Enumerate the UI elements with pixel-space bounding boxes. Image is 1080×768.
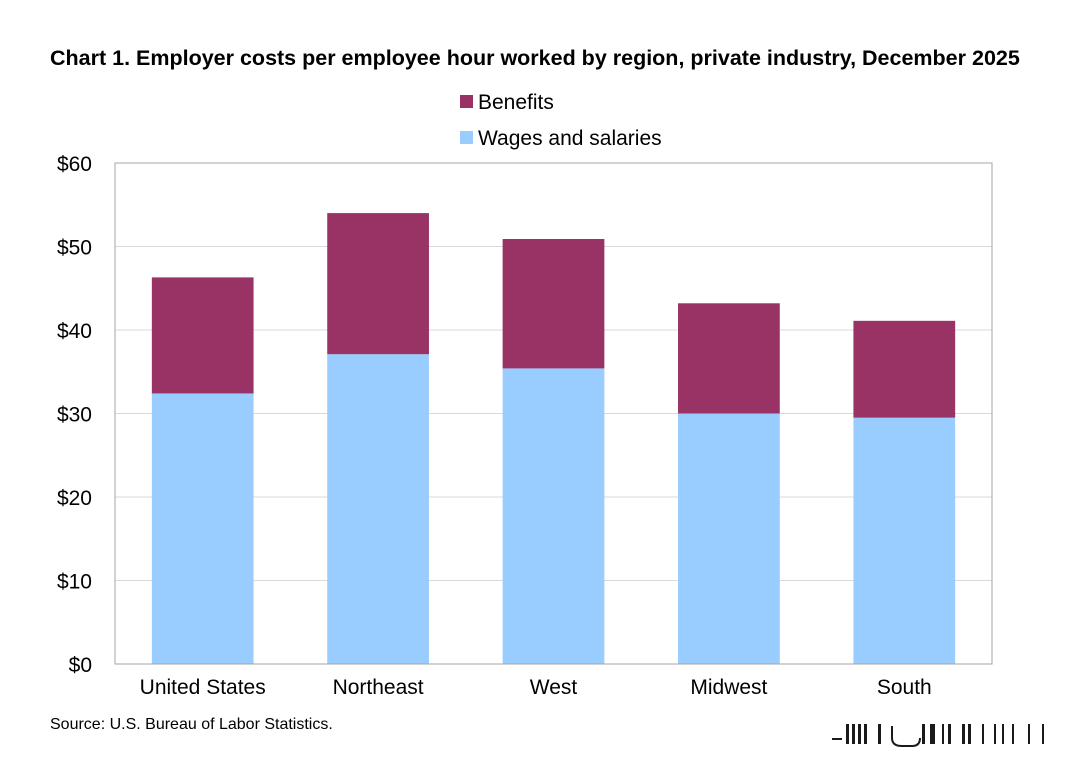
bar-benefits — [853, 320, 956, 418]
x-tick-label: Midwest — [690, 676, 767, 699]
x-tick-label: United States — [140, 676, 266, 699]
y-tick-label: $0 — [69, 654, 92, 677]
y-axis-ticks: $0 $10 $20 $30 $40 $50 $60 — [57, 153, 92, 677]
bars — [151, 213, 956, 664]
x-tick-label: Northeast — [333, 676, 424, 699]
bar-wages — [678, 413, 780, 664]
plot-frame — [114, 162, 993, 665]
bar-benefits — [502, 238, 605, 369]
bar-wages — [151, 393, 254, 664]
y-tick-label: $40 — [57, 320, 92, 343]
bar-wages — [853, 417, 956, 664]
x-tick-label: South — [877, 676, 932, 699]
bar-benefits — [678, 303, 780, 414]
chart-title: Chart 1. Employer costs per employee hou… — [50, 46, 1020, 70]
legend: Benefits Wages and salaries — [460, 91, 662, 150]
x-tick-label: West — [530, 676, 578, 699]
legend-swatch — [460, 95, 473, 108]
legend-swatch — [460, 131, 473, 144]
y-tick-label: $50 — [57, 237, 92, 260]
bar-benefits — [151, 277, 254, 394]
y-tick-label: $20 — [57, 487, 92, 510]
watermark-logo — [832, 724, 1044, 747]
bar-wages — [502, 368, 605, 664]
x-axis-ticks: United States Northeast West Midwest South — [140, 676, 932, 699]
legend-label: Benefits — [478, 91, 554, 114]
bar-benefits — [327, 213, 429, 355]
y-tick-label: $10 — [57, 571, 92, 594]
bar-wages — [327, 354, 429, 664]
legend-label: Wages and salaries — [478, 127, 662, 150]
y-tick-label: $30 — [57, 404, 92, 427]
y-tick-label: $60 — [57, 153, 92, 176]
source-note: Source: U.S. Bureau of Labor Statistics. — [50, 716, 333, 733]
